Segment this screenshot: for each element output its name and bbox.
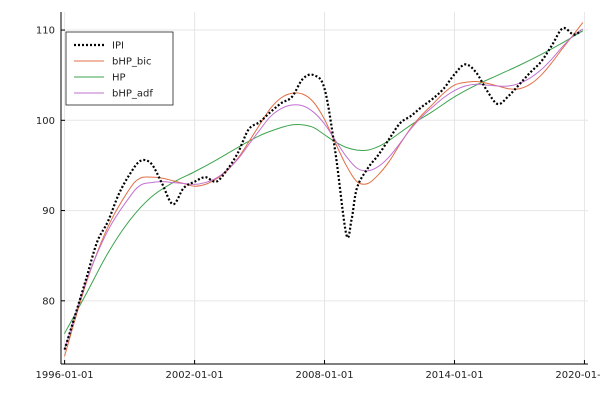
legend: IPI bHP_bic HP bHP_adf — [65, 31, 174, 106]
legend-label-ipi: IPI — [112, 41, 124, 52]
legend-label-hp: HP — [112, 73, 126, 84]
series-line-bhp_adf — [64, 28, 584, 351]
legend-label-bhp_bic: bHP_bic — [112, 57, 152, 68]
series-line-ipi — [63, 26, 582, 350]
y-tick-label: 90 — [42, 206, 55, 217]
x-tick-label: 1996-01-01 — [36, 370, 94, 381]
x-tick-label: 2008-01-01 — [295, 370, 353, 381]
tick-layer: 1996-01-01 2002-01-01 2008-01-01 2014-01-01… — [36, 26, 600, 381]
series-line-bhp_bic — [64, 22, 584, 357]
y-tick-label: 100 — [36, 116, 55, 127]
y-tick-label: 110 — [36, 26, 55, 37]
x-tick-label: 2002-01-01 — [166, 370, 224, 381]
x-tick-label: 2020-01-01 — [555, 370, 600, 381]
legend-label-bhp_adf: bHP_adf — [112, 89, 153, 100]
x-tick-label: 2014-01-01 — [425, 370, 483, 381]
y-tick-label: 80 — [42, 296, 55, 307]
grid-layer — [61, 12, 588, 364]
series-layer — [63, 22, 584, 357]
